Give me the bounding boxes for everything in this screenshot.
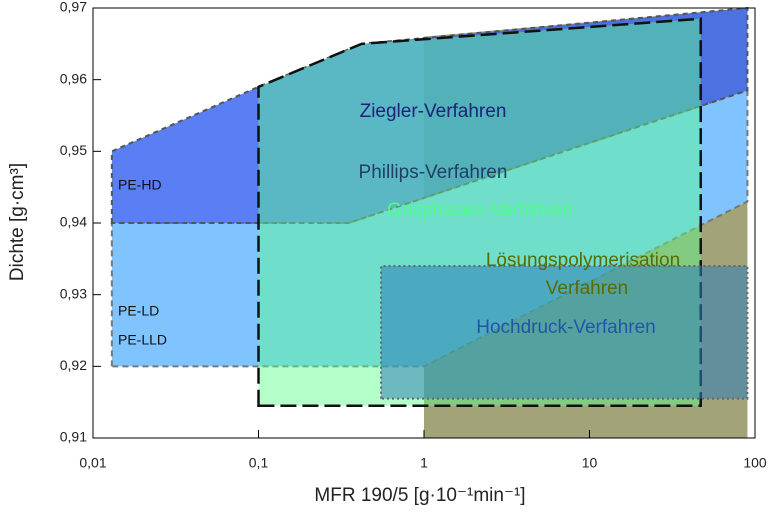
y-tick-label: 0,93 <box>60 285 87 301</box>
annotation: Lösungspolymerisation <box>486 250 680 271</box>
annotation: Verfahren <box>546 278 628 299</box>
region <box>110 6 749 224</box>
region <box>380 265 749 400</box>
y-tick-label: 0,91 <box>60 429 87 445</box>
x-tick-label: 100 <box>743 455 767 471</box>
annotation: PE-LD <box>118 303 159 319</box>
y-tick-label: 0,97 <box>60 0 87 15</box>
x-tick-label: 10 <box>582 455 598 471</box>
y-tick-label: 0,92 <box>60 357 87 373</box>
annotation: PE-LLD <box>118 332 167 348</box>
x-tick-label: 1 <box>420 455 428 471</box>
y-axis-label: Dichte [g·cm³] <box>7 163 28 281</box>
annotation: Hochdruck-Verfahren <box>476 317 656 338</box>
annotation: Ziegler-Verfahren <box>360 101 507 122</box>
x-axis-label: MFR 190/5 [g·10⁻¹min⁻¹] <box>314 485 525 506</box>
y-tick-label: 0,95 <box>60 142 87 158</box>
annotation: PE-HD <box>118 177 162 193</box>
y-tick-label: 0,96 <box>60 70 87 86</box>
y-tick-label: 0,94 <box>60 214 87 230</box>
annotation: Phillips-Verfahren <box>359 162 508 183</box>
x-tick-label: 0,1 <box>249 455 269 471</box>
annotation: Gasphasen-Verfahren <box>387 200 573 221</box>
x-tick-label: 0,01 <box>79 455 106 471</box>
